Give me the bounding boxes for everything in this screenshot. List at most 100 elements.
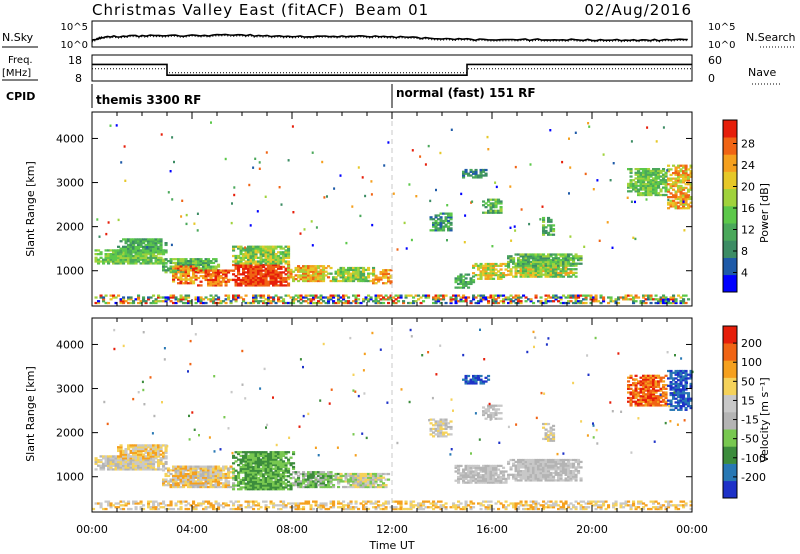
power-echo-cell xyxy=(677,181,681,184)
power-echo-cell xyxy=(182,296,186,299)
power-echo-cell xyxy=(361,176,364,179)
power-echo-cell xyxy=(124,238,128,241)
velocity-echo-cell xyxy=(259,467,263,470)
power-echo-cell xyxy=(492,294,496,297)
velocity-echo-cell xyxy=(539,462,543,465)
power-echo-cell xyxy=(674,172,678,175)
power-echo-cell xyxy=(630,200,633,203)
power-echo-cell xyxy=(94,258,98,261)
velocity-echo-cell xyxy=(147,455,151,458)
power-echo-cell xyxy=(487,266,491,269)
velocity-echo-cell xyxy=(142,457,146,460)
power-echo-cell xyxy=(487,200,491,203)
power-echo-cell xyxy=(234,282,238,285)
velocity-echo-cell xyxy=(237,451,241,454)
power-echo-cell xyxy=(117,294,121,297)
velocity-echo-cell xyxy=(559,470,563,473)
velocity-echo-cell xyxy=(259,469,263,472)
velocity-echo-cell xyxy=(139,446,143,449)
power-echo-cell xyxy=(112,260,116,263)
velocity-echo-cell xyxy=(557,462,561,465)
power-echo-cell xyxy=(372,280,376,283)
power-echo-cell xyxy=(562,258,566,262)
power-echo-cell xyxy=(592,296,596,299)
velocity-echo-cell xyxy=(309,485,313,489)
power-echo-cell xyxy=(244,278,248,282)
power-echo-cell xyxy=(249,247,253,250)
velocity-echo-cell xyxy=(94,460,98,464)
power-echo-cell xyxy=(142,258,146,261)
velocity-echo-cell xyxy=(344,485,348,489)
velocity-echo-cell xyxy=(292,465,296,469)
velocity-echo-cell xyxy=(539,477,543,480)
power-echo-cell xyxy=(169,260,173,263)
power-echo-cell xyxy=(124,247,128,250)
freq-right-tick-bottom: 0 xyxy=(708,72,715,85)
velocity-echo-cell xyxy=(157,451,161,454)
power-echo-cell xyxy=(677,177,681,180)
velocity-echo-cell xyxy=(264,452,268,456)
noise-left-tick-bottom: 10^0 xyxy=(61,40,88,51)
power-echo-cell xyxy=(652,188,656,191)
velocity-echo-cell xyxy=(194,474,198,478)
power-echo-cell xyxy=(184,261,188,265)
velocity-echo-cell xyxy=(259,464,263,467)
power-echo-cell xyxy=(577,255,581,258)
velocity-echo-cell xyxy=(202,484,206,487)
velocity-echo-cell xyxy=(157,449,161,453)
power-echo-cell xyxy=(134,253,138,256)
velocity-echo-cell xyxy=(254,451,258,454)
velocity-echo-cell xyxy=(429,427,433,431)
power-colorbar-tick-label: 24 xyxy=(741,159,755,172)
power-echo-cell xyxy=(609,300,613,303)
power-echo-cell xyxy=(267,300,271,303)
power-echo-cell xyxy=(274,276,278,280)
power-echo-cell xyxy=(297,294,301,297)
power-echo-cell xyxy=(414,300,418,303)
velocity-echo-cell xyxy=(132,453,136,456)
power-echo-cell xyxy=(303,228,306,231)
power-echo-cell xyxy=(254,260,258,263)
power-echo-cell xyxy=(199,296,203,299)
velocity-echo-cell xyxy=(117,460,121,464)
power-echo-cell xyxy=(652,182,656,186)
velocity-echo-cell xyxy=(529,462,533,465)
power-echo-cell xyxy=(159,249,163,252)
velocity-echo-cell xyxy=(569,473,573,476)
power-echo-cell xyxy=(217,269,221,272)
power-echo-cell xyxy=(132,242,136,245)
power-echo-cell xyxy=(439,227,443,230)
power-echo-cell xyxy=(682,186,686,190)
power-echo-cell xyxy=(492,268,496,271)
velocity-echo-cell xyxy=(129,455,133,458)
power-echo-cell xyxy=(549,228,553,231)
power-echo-cell xyxy=(149,262,153,265)
velocity-echo-cell xyxy=(557,477,561,480)
power-echo-cell xyxy=(539,264,543,267)
power-echo-cell xyxy=(374,296,378,299)
velocity-echo-cell xyxy=(232,482,236,485)
velocity-echo-cell xyxy=(359,472,363,476)
velocity-echo-cell xyxy=(287,462,291,465)
velocity-echo-cell xyxy=(522,466,526,469)
power-echo-cell xyxy=(527,264,531,267)
velocity-echo-cell xyxy=(437,425,441,429)
velocity-echo-cell xyxy=(457,472,461,475)
velocity-echo-cell xyxy=(152,449,156,453)
power-echo-cell xyxy=(127,247,131,250)
power-echo-cell xyxy=(334,301,338,305)
power-echo-cell xyxy=(329,272,333,275)
power-echo-cell xyxy=(339,279,343,283)
power-echo-cell xyxy=(99,296,103,299)
velocity-echo-cell xyxy=(432,427,436,431)
velocity-echo-cell xyxy=(249,488,253,491)
velocity-echo-cell xyxy=(269,458,273,461)
power-echo-cell xyxy=(479,274,483,277)
power-echo-cell xyxy=(502,301,506,305)
velocity-echo-cell xyxy=(574,477,578,480)
power-echo-cell xyxy=(199,269,203,272)
velocity-echo-cell xyxy=(269,467,273,470)
power-echo-cell xyxy=(684,175,688,178)
power-echo-cell xyxy=(307,265,311,268)
velocity-echo-cell xyxy=(142,446,146,449)
